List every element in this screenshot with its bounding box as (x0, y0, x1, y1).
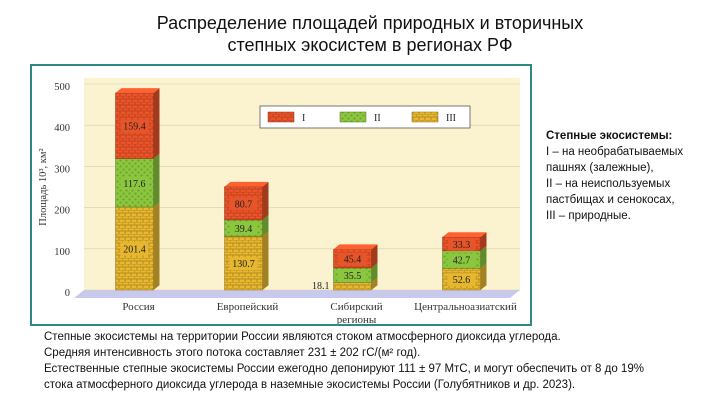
legend-description-line: I – на необрабатываемых (546, 146, 684, 158)
legend-description-line: III – природные. (546, 210, 631, 222)
x-tick-label: Россия (122, 301, 154, 313)
legend-description-line: пашнях (залежные), (546, 162, 654, 174)
legend-label-II: II (374, 113, 381, 124)
y-tick-label: 200 (54, 206, 70, 217)
data-label-bg (229, 257, 258, 271)
bar-segment-I-top (115, 88, 160, 93)
bar-segment-III-side (153, 202, 160, 290)
bar-segment-I-top (224, 181, 269, 187)
x-tick-label: Сибирский (330, 301, 382, 313)
data-label: 159.4 (123, 122, 146, 133)
x-axis-sublabel: регионы (337, 314, 377, 324)
bar-segment-III-side (480, 263, 487, 290)
data-label-bg (447, 253, 476, 267)
bar-segment-II-side (371, 263, 378, 283)
legend-description: Степные экосистемы: I – на необрабатывае… (546, 128, 716, 224)
bar-segment-I-side (480, 232, 487, 251)
plot-floor (74, 290, 520, 298)
data-label: 130.7 (232, 259, 255, 270)
data-label-bg (229, 197, 258, 211)
data-label: 39.4 (235, 224, 253, 235)
data-label-bg (120, 242, 149, 256)
bar-segment-III-side (371, 277, 378, 290)
x-tick-label: Центральноазиатский (414, 301, 517, 313)
bar-segment-I-top (333, 244, 378, 250)
data-label-bg (120, 119, 149, 133)
data-label: 35.5 (344, 271, 362, 282)
legend-label-III: III (446, 113, 456, 124)
data-label-bg (120, 176, 149, 190)
legend-swatch-III (411, 111, 439, 123)
data-label-bg (447, 237, 476, 251)
note-line: Естественные степные экосистемы России е… (44, 363, 644, 375)
data-label-bg (447, 273, 476, 287)
legend-description-line: II – на неиспользуемых (546, 178, 671, 190)
bar-segment-I-side (371, 244, 378, 268)
y-tick-label: 0 (65, 288, 70, 299)
data-label: 117.6 (123, 179, 145, 190)
data-label: 33.3 (453, 240, 471, 251)
data-label: 201.4 (123, 245, 146, 256)
bar-segment-III-side (262, 231, 269, 290)
y-tick-label: 100 (54, 247, 70, 258)
chart-frame: 0 100 200 300 400 500 Площадь 10³, км² 201.4 117… (30, 64, 532, 326)
data-label: 45.4 (344, 255, 362, 266)
legend-description-heading: Степные экосистемы: (546, 130, 673, 142)
x-tick-label: Европейский (217, 301, 279, 313)
bar-segment-III (333, 282, 372, 291)
title-line-2: степных экосистем в регионах РФ (227, 35, 513, 55)
notes-text: Степные экосистемы на территории России … (44, 329, 704, 393)
data-label-bg (338, 269, 367, 283)
data-label: 18.1 (312, 281, 330, 292)
y-tick-label: 500 (54, 82, 70, 93)
bar-segment-I-top (442, 232, 487, 238)
page-title: Распределение площадей природных и втори… (150, 12, 590, 56)
legend-label-I: I (302, 113, 305, 124)
data-label-bg (338, 252, 367, 266)
title-line-1: Распределение площадей природных и втори… (156, 13, 584, 33)
legend-swatch-I (267, 111, 295, 123)
y-axis-label: Площадь 10³, км² (38, 148, 49, 225)
bar-segment-I-side (262, 181, 269, 220)
note-line: Степные экосистемы на территории России … (44, 331, 561, 343)
legend-description-line: пастбищах и сенокосах, (546, 194, 675, 206)
data-label: 52.6 (453, 275, 471, 286)
legend-swatch-II (339, 111, 367, 123)
y-tick-label: 400 (54, 123, 70, 134)
y-tick-label: 300 (54, 164, 70, 175)
data-label-bg (229, 222, 258, 236)
data-label: 42.7 (453, 256, 471, 267)
bar-segment-II-side (262, 215, 269, 237)
note-line: Средняя интенсивность этого потока соста… (44, 347, 421, 359)
stacked-bar-chart: 0 100 200 300 400 500 Площадь 10³, км² 201.4 117… (38, 78, 520, 326)
note-line: стока атмосферного диоксида углерода в н… (44, 379, 576, 391)
data-label: 80.7 (235, 199, 253, 210)
bar-segment-I-side (153, 88, 160, 159)
bar-segment-II-side (153, 153, 160, 208)
bar-segment-II-side (480, 245, 487, 269)
